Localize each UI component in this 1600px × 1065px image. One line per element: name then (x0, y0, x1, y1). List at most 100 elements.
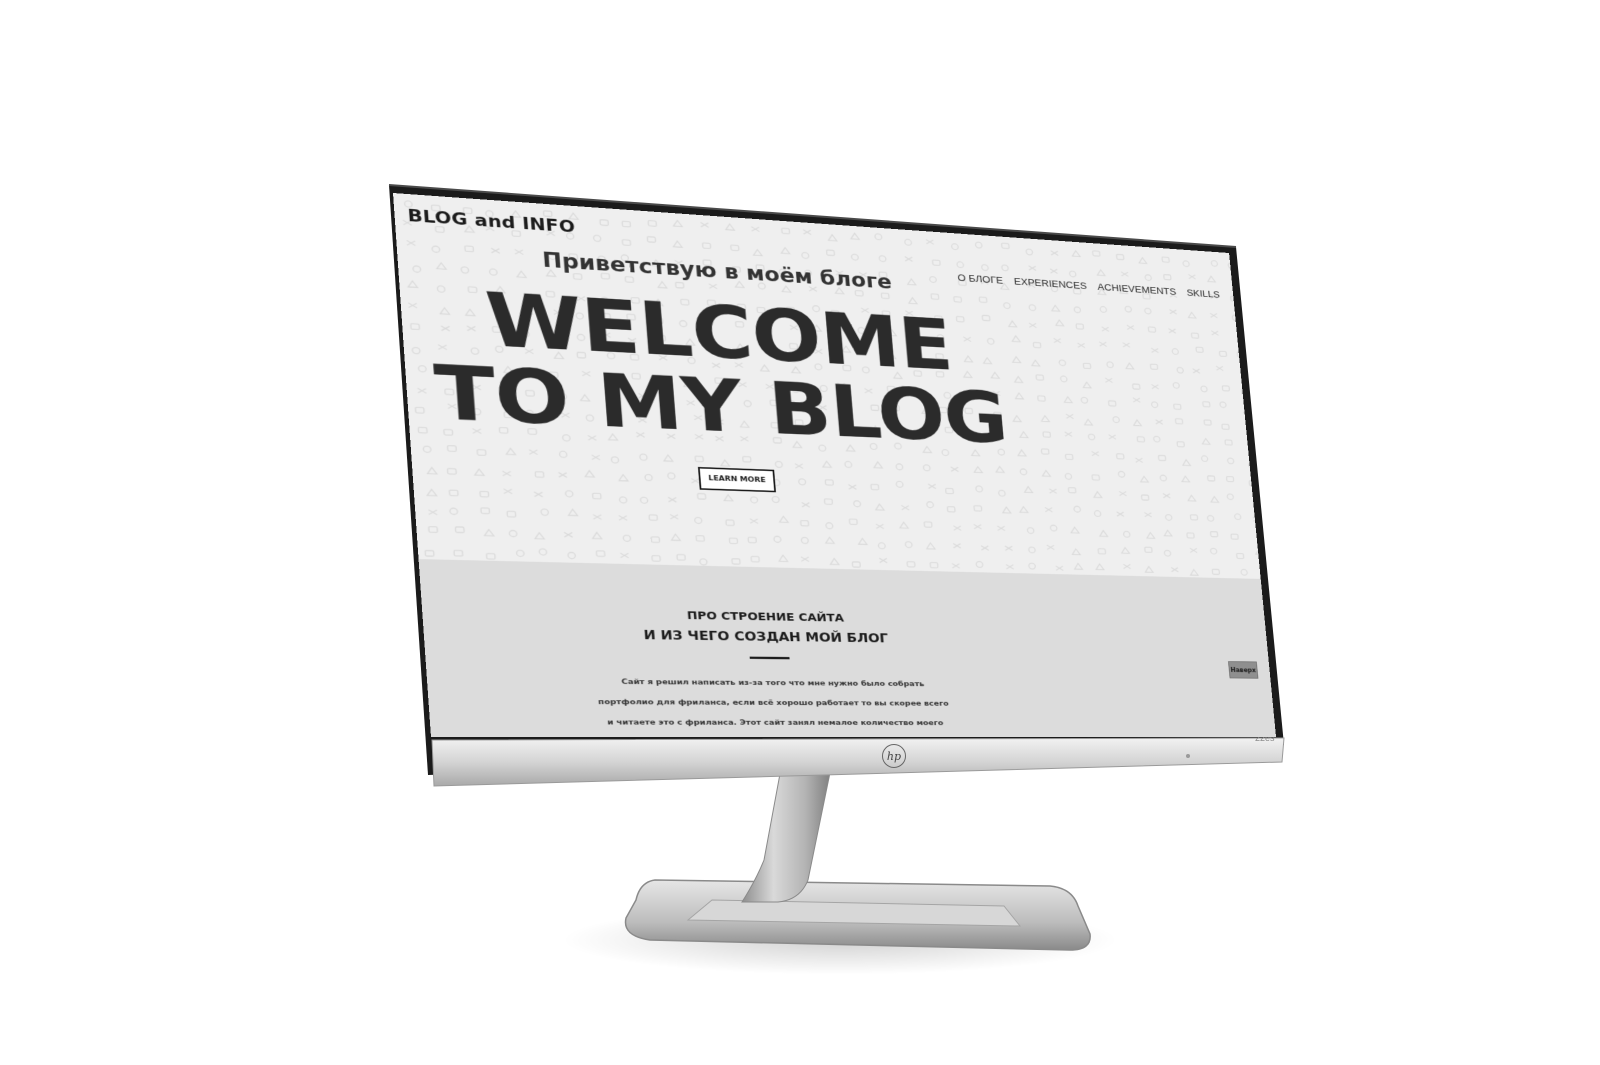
doodle-mark (997, 526, 1005, 531)
doodle-mark (1182, 460, 1190, 466)
doodle-mark (1207, 515, 1214, 521)
doodle-mark (981, 264, 988, 270)
doodle-mark (1019, 506, 1028, 512)
doodle-mark (1107, 362, 1114, 368)
doodle-mark (1042, 470, 1050, 476)
doodle-mark (1098, 549, 1106, 554)
doodle-mark (1151, 402, 1158, 408)
doodle-mark (1163, 494, 1170, 499)
doodle-mark (1158, 455, 1165, 460)
doodle-mark (1027, 527, 1034, 533)
doodle-mark (748, 537, 756, 543)
doodle-mark (1074, 307, 1081, 313)
doodle-mark (695, 517, 702, 523)
doodle-mark (1190, 569, 1198, 575)
scroll-top-button[interactable]: Наверх (1228, 661, 1258, 678)
doodle-mark (1117, 512, 1124, 517)
doodle-mark (1188, 274, 1195, 279)
doodle-mark (775, 461, 782, 467)
doodle-mark (1045, 507, 1053, 512)
doodle-mark (720, 460, 729, 466)
doodle-mark (1026, 249, 1033, 255)
doodle-mark (622, 221, 630, 227)
doodle-mark (1220, 402, 1227, 408)
doodle-mark (1033, 342, 1041, 347)
doodle-mark (795, 464, 803, 469)
doodle-mark (668, 497, 676, 502)
doodle-mark (774, 536, 781, 542)
doodle-mark (1203, 402, 1210, 407)
doodle-mark (423, 446, 431, 453)
doodle-mark (596, 551, 605, 557)
doodle-mark (924, 522, 932, 527)
doodle-mark (565, 491, 573, 497)
doodle-mark (751, 227, 759, 232)
doodle-mark (1164, 274, 1171, 279)
doodle-mark (879, 256, 886, 262)
about-paragraph: Сайт я решил написать из-за того что мне… (594, 672, 959, 737)
doodle-mark (1202, 438, 1210, 444)
doodle-mark (849, 485, 857, 490)
about-section: ПРО СТРОЕНИЕ САЙТА И ИЗ ЧЕГО СОЗДАН МОЙ … (419, 559, 1276, 737)
doodle-mark (974, 506, 982, 511)
doodle-mark (1127, 325, 1134, 330)
doodle-mark (506, 448, 516, 455)
doodle-mark (1172, 349, 1179, 355)
doodle-mark (801, 521, 809, 526)
doodle-mark (1181, 476, 1189, 482)
learn-more-button[interactable]: LEARN MORE (698, 467, 776, 492)
doodle-mark (611, 457, 619, 463)
doodle-mark (1084, 419, 1092, 425)
doodle-mark (927, 502, 934, 508)
doodle-mark (1234, 514, 1241, 520)
doodle-mark (1177, 442, 1184, 447)
doodle-mark (976, 561, 983, 567)
doodle-mark (671, 534, 680, 540)
doodle-mark (1041, 415, 1049, 421)
doodle-mark (1133, 384, 1140, 389)
doodle-mark (1162, 257, 1169, 262)
doodle-mark (429, 527, 438, 533)
doodle-mark (1116, 454, 1123, 459)
doodle-mark (1175, 419, 1182, 424)
doodle-mark (1204, 420, 1211, 425)
doodle-mark (830, 558, 839, 564)
doodle-mark (951, 244, 958, 250)
doodle-mark (1118, 471, 1125, 477)
doodle-mark (901, 505, 909, 510)
doodle-mark (1216, 366, 1223, 371)
doodle-mark (1113, 417, 1120, 423)
doodle-mark (486, 554, 495, 560)
doodle-mark (593, 235, 601, 242)
doodle-mark (1226, 476, 1233, 481)
doodle-mark (996, 466, 1005, 472)
doodle-mark (1174, 404, 1181, 409)
doodle-mark (541, 509, 549, 515)
doodle-mark (1171, 567, 1178, 571)
nav-item-skills[interactable]: SKILLS (1186, 287, 1220, 300)
doodle-mark (489, 269, 497, 276)
doodle-mark (1099, 530, 1107, 536)
doodle-mark (1072, 250, 1080, 256)
doodle-mark (852, 562, 860, 567)
doodle-mark (1029, 323, 1037, 328)
doodle-mark (1003, 303, 1010, 309)
doodle-mark (1083, 363, 1090, 368)
doodle-mark (1193, 369, 1200, 374)
doodle-mark (697, 494, 705, 500)
doodle-mark (1169, 310, 1176, 315)
doodle-mark (1211, 331, 1218, 336)
doodle-mark (801, 557, 809, 562)
doodle-mark (930, 563, 938, 568)
doodle-mark (1066, 414, 1073, 419)
doodle-mark (461, 267, 469, 274)
doodle-mark (670, 514, 678, 519)
doodle-mark (428, 510, 437, 515)
doodle-mark (1065, 454, 1073, 459)
doodle-mark (1201, 456, 1208, 462)
doodle-mark (826, 250, 834, 256)
doodle-mark (559, 451, 567, 457)
doodle-mark (801, 537, 808, 543)
doodle-mark (1133, 420, 1141, 426)
doodle-mark (726, 520, 734, 526)
